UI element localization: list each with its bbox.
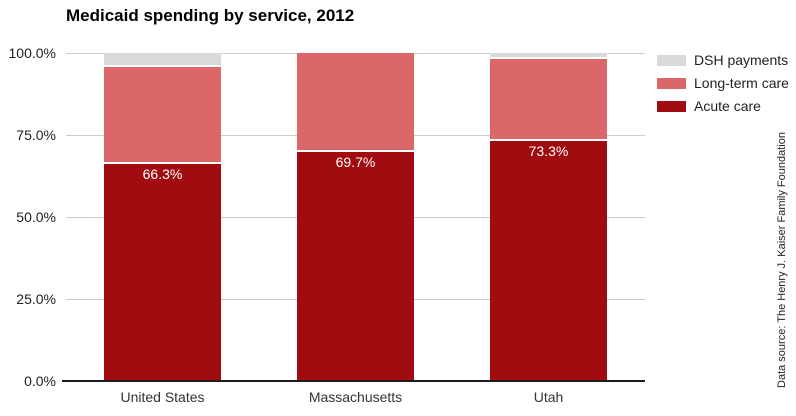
bar-value-label: 66.3% (142, 165, 183, 182)
legend-item: Long-term care (657, 75, 789, 91)
bar-segment (490, 53, 607, 60)
x-axis-line (62, 380, 645, 382)
legend-swatch (657, 100, 686, 112)
legend-label: DSH payments (694, 52, 789, 68)
bar-segment (490, 59, 607, 141)
x-category-label: United States (120, 389, 205, 405)
legend-item: Acute care (657, 98, 789, 114)
bar-segment: 73.3% (490, 140, 607, 381)
bar-utah: 73.3% (490, 53, 607, 381)
bar-segment (297, 53, 414, 153)
legend-item: DSH payments (657, 52, 789, 68)
legend-label: Acute care (694, 98, 761, 114)
legend-swatch (657, 77, 686, 89)
bar-segment (104, 66, 221, 164)
chart-title: Medicaid spending by service, 2012 (66, 6, 355, 25)
y-tick-label: 50.0% (16, 209, 56, 225)
legend-label: Long-term care (694, 75, 789, 91)
y-tick-label: 0.0% (24, 373, 56, 389)
bar-massachusetts: 69.7% (297, 53, 414, 381)
y-tick-label: 100.0% (8, 45, 56, 61)
y-tick-label: 75.0% (16, 127, 56, 143)
source-note: Data source: The Henry J. Kaiser Family … (776, 132, 788, 388)
bar-segment (104, 53, 221, 67)
bar-value-label: 69.7% (335, 154, 376, 171)
bar-value-label: 73.3% (528, 142, 569, 159)
legend: DSH payments Long-term care Acute care (657, 52, 789, 121)
plot-area: 66.3% 69.7% 73.3% (62, 53, 645, 382)
bar-united-states: 66.3% (104, 53, 221, 381)
bar-segment: 66.3% (104, 163, 221, 381)
bar-segment: 69.7% (297, 152, 414, 381)
y-axis: 0.0% 25.0% 50.0% 75.0% 100.0% (0, 45, 56, 389)
x-category-label: Massachusetts (308, 389, 403, 405)
legend-swatch (657, 54, 686, 66)
y-tick-label: 25.0% (16, 291, 56, 307)
x-axis: United States Massachusetts Utah (66, 389, 645, 409)
x-category-label: Utah (533, 389, 564, 405)
